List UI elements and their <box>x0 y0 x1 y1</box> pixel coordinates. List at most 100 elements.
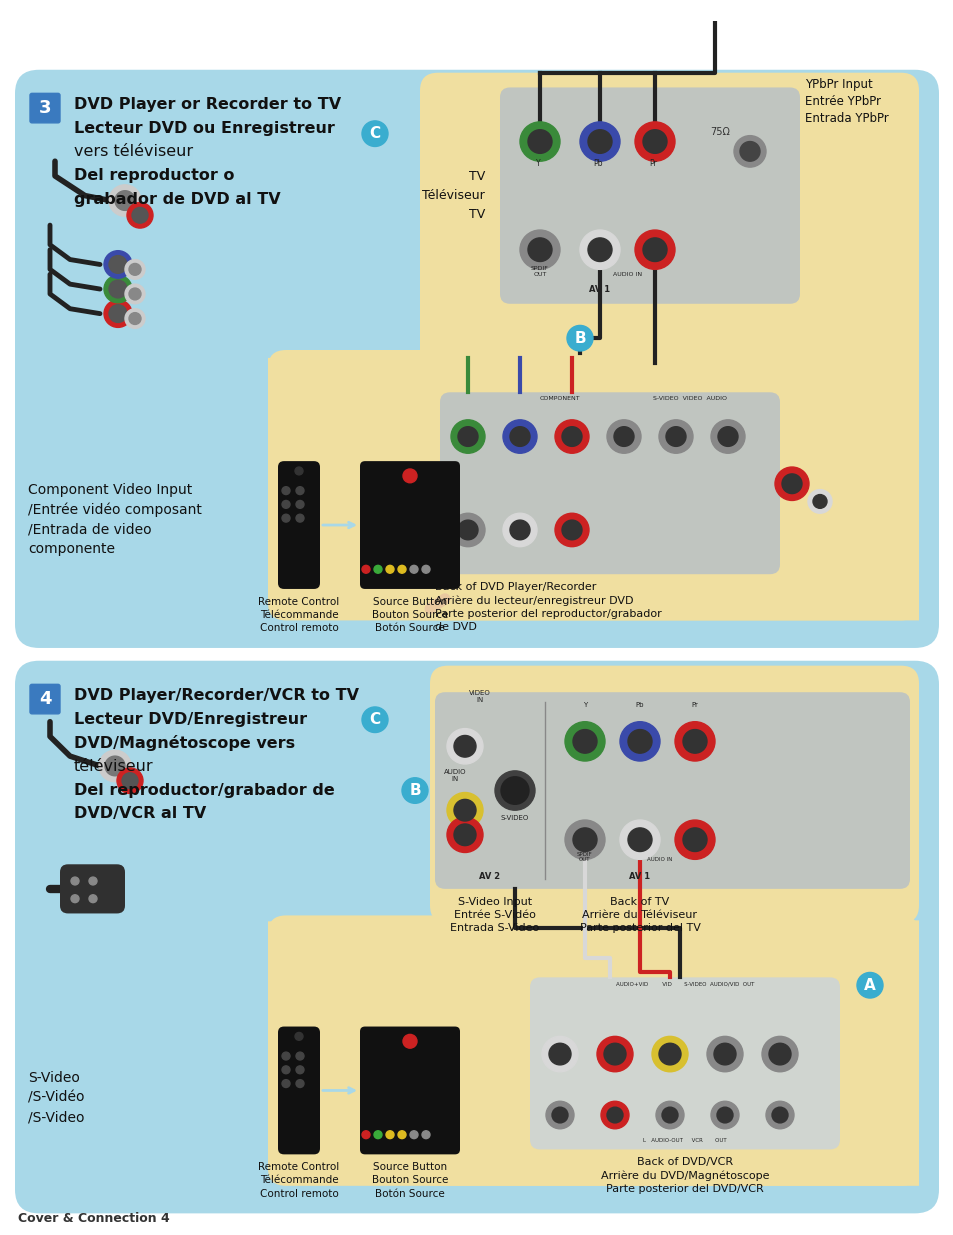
Circle shape <box>733 136 765 167</box>
Circle shape <box>597 1036 633 1072</box>
Text: Lecteur DVD/Enregistreur: Lecteur DVD/Enregistreur <box>74 711 307 727</box>
Circle shape <box>682 730 706 753</box>
Circle shape <box>527 238 552 262</box>
Circle shape <box>447 729 482 764</box>
Circle shape <box>635 230 675 269</box>
FancyBboxPatch shape <box>15 69 938 648</box>
Circle shape <box>502 514 537 547</box>
Text: 4: 4 <box>39 690 51 708</box>
Circle shape <box>765 1102 793 1129</box>
Circle shape <box>282 487 290 494</box>
Text: AV 2: AV 2 <box>479 872 500 881</box>
Circle shape <box>675 721 714 761</box>
Circle shape <box>710 1102 739 1129</box>
Circle shape <box>99 750 131 782</box>
Circle shape <box>117 768 143 793</box>
Circle shape <box>451 514 484 547</box>
Circle shape <box>71 877 79 885</box>
Circle shape <box>109 280 127 298</box>
Circle shape <box>71 895 79 903</box>
Circle shape <box>627 730 651 753</box>
Circle shape <box>104 300 132 327</box>
Circle shape <box>386 566 394 573</box>
Text: DVD Player or Recorder to TV: DVD Player or Recorder to TV <box>74 98 341 112</box>
Circle shape <box>361 1131 370 1139</box>
Circle shape <box>606 1107 622 1123</box>
Text: Pr: Pr <box>648 159 657 168</box>
Text: componente: componente <box>28 542 115 556</box>
Circle shape <box>397 1131 406 1139</box>
Text: DVD/VCR al TV: DVD/VCR al TV <box>74 806 206 821</box>
Text: TV
Téléviseur
TV: TV Téléviseur TV <box>422 170 484 221</box>
Circle shape <box>841 0 867 16</box>
Circle shape <box>447 818 482 852</box>
Circle shape <box>682 827 706 851</box>
Circle shape <box>122 773 138 789</box>
Text: L   AUDIO-OUT     VCR       OUT: L AUDIO-OUT VCR OUT <box>642 1137 726 1142</box>
Circle shape <box>502 420 537 453</box>
FancyBboxPatch shape <box>277 461 319 589</box>
Text: Back of TV
Arrière du Téléviseur
Parte posterior del TV: Back of TV Arrière du Téléviseur Parte p… <box>579 897 700 934</box>
Circle shape <box>710 420 744 453</box>
Circle shape <box>457 427 477 446</box>
FancyBboxPatch shape <box>419 335 918 620</box>
Circle shape <box>421 1131 430 1139</box>
Circle shape <box>527 130 552 153</box>
Circle shape <box>451 420 484 453</box>
Circle shape <box>856 972 882 998</box>
Text: S-VIDEO  VIDEO  AUDIO: S-VIDEO VIDEO AUDIO <box>652 396 726 401</box>
Text: DVD Player/Recorder/VCR to TV: DVD Player/Recorder/VCR to TV <box>74 688 358 703</box>
Circle shape <box>495 771 535 810</box>
Circle shape <box>587 130 612 153</box>
Circle shape <box>552 1107 567 1123</box>
FancyBboxPatch shape <box>530 977 840 1150</box>
Circle shape <box>457 520 477 540</box>
Circle shape <box>635 122 675 162</box>
Text: SPDIF
OUT: SPDIF OUT <box>531 267 548 277</box>
Circle shape <box>587 238 612 262</box>
Circle shape <box>386 1131 394 1139</box>
Circle shape <box>109 185 141 216</box>
Circle shape <box>555 420 588 453</box>
Circle shape <box>651 1036 687 1072</box>
Circle shape <box>109 256 127 273</box>
Text: Cover & Connection 4: Cover & Connection 4 <box>18 1213 170 1225</box>
Circle shape <box>627 827 651 851</box>
Text: DVD/Magnétoscope vers: DVD/Magnétoscope vers <box>74 736 294 751</box>
Circle shape <box>294 467 303 475</box>
Text: vers téléviseur: vers téléviseur <box>74 144 193 159</box>
Circle shape <box>89 877 97 885</box>
Text: Remote Control
Télécommande
Control remoto: Remote Control Télécommande Control remo… <box>258 1162 339 1199</box>
Circle shape <box>717 1107 732 1123</box>
Circle shape <box>402 469 416 483</box>
Circle shape <box>661 1107 678 1123</box>
Circle shape <box>282 1066 290 1073</box>
Circle shape <box>548 1044 571 1065</box>
Circle shape <box>115 190 135 210</box>
FancyBboxPatch shape <box>277 1026 319 1155</box>
Circle shape <box>541 1036 578 1072</box>
Text: 3: 3 <box>39 99 51 117</box>
Circle shape <box>410 566 417 573</box>
Circle shape <box>614 427 634 446</box>
Circle shape <box>454 824 476 846</box>
Circle shape <box>619 721 659 761</box>
Text: SPDIF
OUT: SPDIF OUT <box>577 852 592 862</box>
Circle shape <box>603 1044 625 1065</box>
FancyBboxPatch shape <box>268 358 918 393</box>
Text: Y: Y <box>536 159 539 168</box>
FancyBboxPatch shape <box>268 915 918 1186</box>
Circle shape <box>104 275 132 303</box>
Circle shape <box>781 474 801 494</box>
Circle shape <box>812 494 826 509</box>
Circle shape <box>768 1044 790 1065</box>
Circle shape <box>295 514 304 522</box>
Circle shape <box>361 121 388 147</box>
Circle shape <box>374 566 381 573</box>
FancyBboxPatch shape <box>268 921 918 957</box>
Text: Back of DVD Player/Recorder
Arrière du lecteur/enregistreur DVD
Parte posterior : Back of DVD Player/Recorder Arrière du l… <box>435 582 661 632</box>
Text: B: B <box>409 783 420 798</box>
Circle shape <box>606 420 640 453</box>
Text: AUDIO
IN: AUDIO IN <box>443 768 466 782</box>
Circle shape <box>774 467 808 500</box>
